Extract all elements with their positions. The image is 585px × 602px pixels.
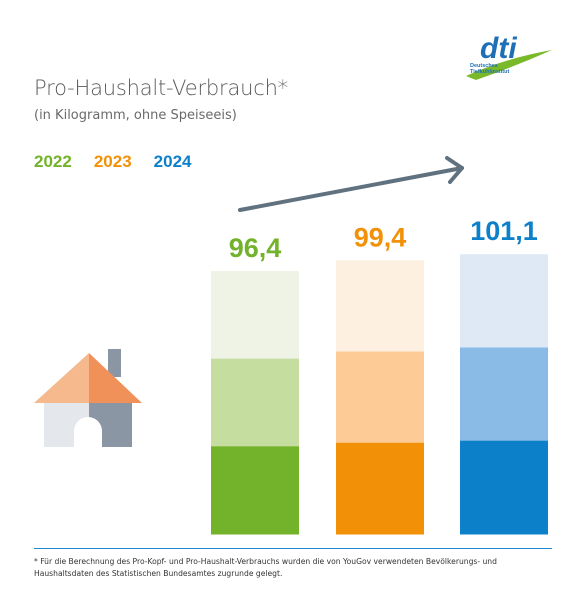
legend-item-2022: 2022 [34,152,72,171]
footnote: * Für die Berechnung des Pro-Kopf- und P… [34,557,497,578]
legend-item-2023: 2023 [93,152,132,171]
bar-2022-segment-3 [211,446,299,535]
value-label-2023: 99,4 [354,222,407,252]
bar-chart: 96,4 99,4 101,1 [211,156,548,535]
logo-wordmark: dti [480,32,517,65]
house-door [74,417,102,447]
trend-arrow-shaft [238,166,464,212]
page-title: Pro-Haushalt-Verbrauch* [34,76,288,100]
bar-2023-segment-3 [336,442,424,535]
house-icon [34,349,142,447]
logo-caption-line2: Tiefkühlinstitut [470,69,510,75]
house-roof-right [89,353,142,403]
logo-swoosh [466,50,552,80]
bar-2024-segment-2 [460,347,548,442]
dti-logo: dti [466,32,552,80]
logo-caption-line1: Deutsches [470,63,498,69]
legend-item-2024: 2024 [153,152,192,171]
page-subtitle: (in Kilogramm, ohne Speiseeis) [34,108,237,123]
bar-2023-segment-1 [336,260,424,353]
logo-caption: Deutsches Tiefkühlinstitut [470,63,509,75]
bar-2022-segment-2 [211,358,299,447]
bar-2022-segment-1 [211,271,299,360]
trend-arrow-head [445,156,464,184]
bars-group: 96,4 99,4 101,1 [211,216,548,535]
house-chimney [108,349,121,377]
value-label-2024: 101,1 [470,216,538,246]
bar-2024-segment-3 [460,440,548,535]
footer-divider [34,548,552,549]
value-label-2022: 96,4 [229,233,282,263]
chart-legend: 2022 2023 2024 [34,152,191,172]
house-roof-left [34,353,89,403]
bar-2024-segment-1 [460,254,548,348]
bar-2023-segment-2 [336,351,424,444]
